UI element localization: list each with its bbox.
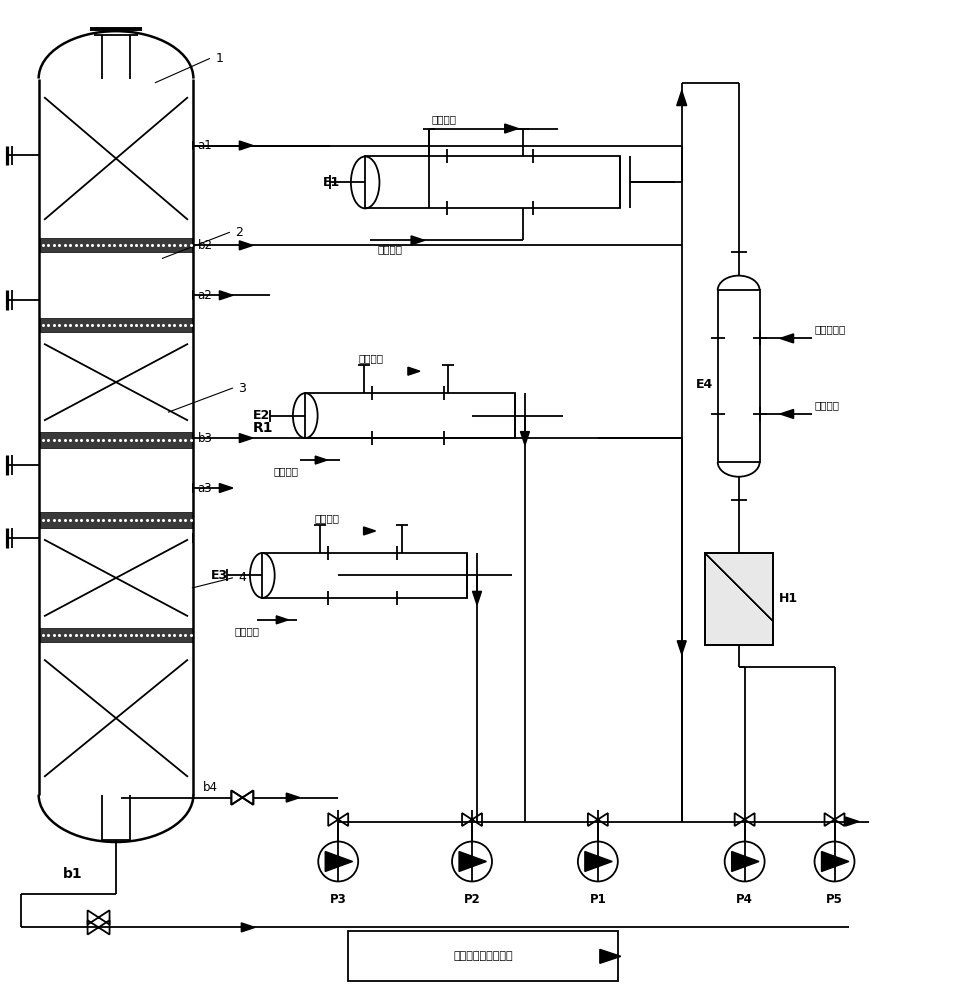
Polygon shape (363, 527, 376, 535)
FancyBboxPatch shape (38, 628, 194, 642)
Text: P1: P1 (589, 893, 605, 906)
Text: H1: H1 (778, 592, 797, 605)
Text: 1: 1 (215, 52, 223, 65)
Polygon shape (239, 241, 252, 250)
Text: 冷却水进: 冷却水进 (273, 466, 298, 476)
Text: a1: a1 (198, 139, 212, 152)
Polygon shape (276, 616, 288, 624)
Text: b4: b4 (202, 781, 217, 794)
Polygon shape (520, 432, 529, 445)
Text: 冷却水出: 冷却水出 (314, 513, 339, 523)
Polygon shape (239, 141, 252, 150)
Text: 4: 4 (238, 571, 246, 584)
Text: 冷却水出: 冷却水出 (359, 353, 383, 363)
Text: E1: E1 (323, 176, 340, 189)
Text: b1: b1 (63, 867, 82, 881)
Polygon shape (676, 91, 686, 106)
Text: E2: E2 (253, 409, 270, 422)
Polygon shape (411, 236, 424, 245)
FancyBboxPatch shape (704, 553, 772, 645)
Text: 2: 2 (235, 226, 243, 239)
Text: R1: R1 (252, 421, 273, 435)
Text: P4: P4 (735, 893, 752, 906)
Text: P5: P5 (825, 893, 842, 906)
Text: b3: b3 (198, 432, 212, 445)
Polygon shape (459, 852, 486, 871)
Text: P2: P2 (464, 893, 480, 906)
Polygon shape (821, 852, 848, 871)
Polygon shape (600, 949, 620, 963)
Polygon shape (584, 852, 611, 871)
Text: P3: P3 (330, 893, 346, 906)
Text: 冷却水出: 冷却水出 (431, 115, 457, 125)
Text: a2: a2 (198, 289, 212, 302)
Polygon shape (325, 852, 352, 871)
FancyBboxPatch shape (38, 318, 194, 332)
Polygon shape (845, 817, 858, 826)
FancyBboxPatch shape (38, 238, 194, 252)
Polygon shape (779, 409, 793, 418)
FancyBboxPatch shape (348, 931, 617, 981)
Text: 3: 3 (238, 382, 246, 395)
Polygon shape (239, 434, 252, 443)
Polygon shape (408, 367, 420, 375)
Text: 冷却水进: 冷却水进 (377, 244, 402, 254)
Text: 三级聚合产品出装置: 三级聚合产品出装置 (453, 951, 512, 961)
Text: E4: E4 (694, 378, 712, 391)
Text: E3: E3 (210, 569, 227, 582)
Polygon shape (731, 852, 758, 871)
FancyBboxPatch shape (38, 432, 194, 448)
Text: 冷凝水出: 冷凝水出 (814, 400, 839, 410)
Polygon shape (219, 291, 233, 300)
Text: a3: a3 (198, 482, 212, 495)
Polygon shape (677, 641, 686, 654)
Polygon shape (472, 591, 481, 605)
FancyBboxPatch shape (38, 512, 194, 528)
Polygon shape (219, 484, 233, 493)
Polygon shape (315, 456, 327, 464)
Text: b2: b2 (198, 239, 212, 252)
Text: 冷却水进: 冷却水进 (234, 626, 259, 636)
Polygon shape (779, 334, 793, 343)
Text: 低压蒸汽进: 低压蒸汽进 (814, 324, 845, 334)
Polygon shape (242, 923, 254, 932)
Polygon shape (286, 793, 299, 802)
Polygon shape (505, 124, 517, 133)
